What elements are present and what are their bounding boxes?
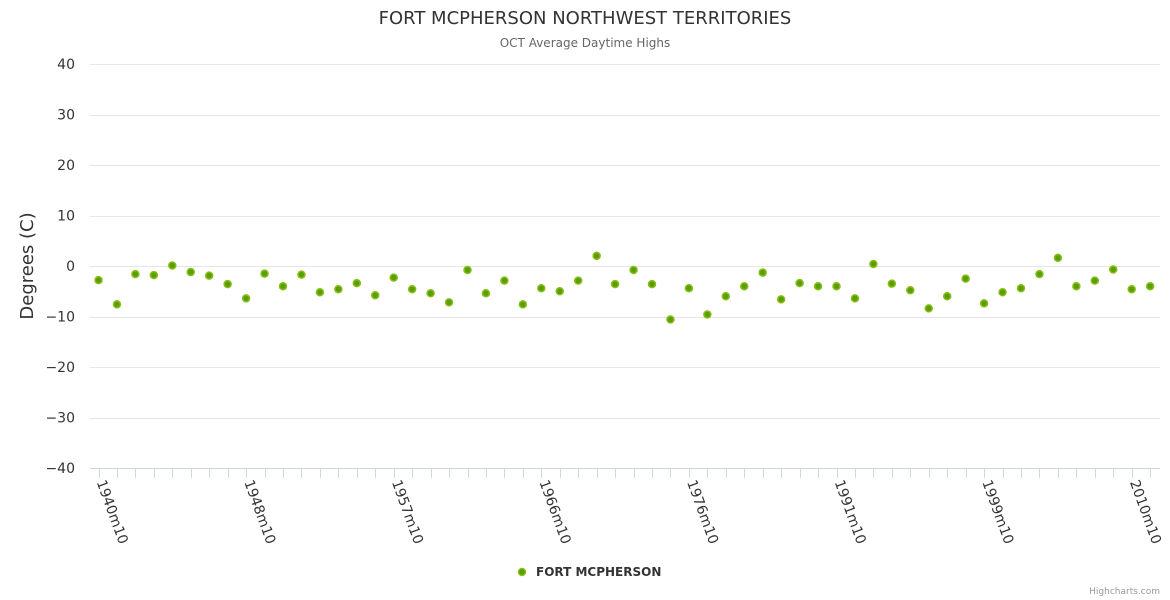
data-point[interactable] <box>241 294 251 303</box>
data-point[interactable] <box>961 274 970 283</box>
data-point[interactable] <box>555 287 564 296</box>
y-axis-label: Degrees (C) <box>17 212 38 319</box>
data-point[interactable] <box>942 292 952 301</box>
chart-subtitle: OCT Average Daytime Highs <box>500 36 671 50</box>
data-point[interactable] <box>610 279 620 289</box>
series-fort-mcpherson[interactable] <box>94 251 1155 324</box>
y-tick-label: 30 <box>57 108 75 124</box>
data-point[interactable] <box>666 315 675 324</box>
data-point[interactable] <box>1145 281 1155 291</box>
x-tick-label: 1999m10 <box>978 478 1016 547</box>
data-point[interactable] <box>1016 283 1026 293</box>
y-tick-label: 0 <box>66 259 75 275</box>
y-axis-tick-labels: 40 30 20 10 0 −10 −20 −30 −40 <box>45 57 75 477</box>
y-tick-label: −40 <box>45 461 75 477</box>
x-tick-label: 1966m10 <box>536 478 574 547</box>
data-point[interactable] <box>924 304 933 313</box>
data-point[interactable] <box>204 271 214 280</box>
data-point[interactable] <box>887 279 897 288</box>
data-point[interactable] <box>906 285 915 295</box>
data-point[interactable] <box>94 275 103 285</box>
data-point[interactable] <box>592 251 601 261</box>
data-point[interactable] <box>573 276 583 285</box>
y-tick-label: 10 <box>57 209 75 225</box>
data-point[interactable] <box>979 299 989 308</box>
data-point[interactable] <box>1053 253 1063 263</box>
data-point[interactable] <box>149 270 159 280</box>
chart-title: FORT MCPHERSON NORTHWEST TERRITORIES <box>379 8 792 29</box>
data-point[interactable] <box>776 295 786 304</box>
x-tick-label: 1940m10 <box>93 478 131 547</box>
x-axis-tick-labels: 1940m10 1948m10 1957m10 1966m10 1976m10 1991m… <box>93 478 1164 547</box>
data-point[interactable] <box>444 298 454 307</box>
data-point[interactable] <box>832 281 841 291</box>
data-point[interactable] <box>168 261 177 270</box>
data-point[interactable] <box>112 300 122 309</box>
data-point[interactable] <box>684 283 694 293</box>
data-point[interactable] <box>426 289 435 298</box>
data-point[interactable] <box>407 284 417 294</box>
data-point[interactable] <box>371 291 380 300</box>
y-tick-label: 20 <box>57 158 75 174</box>
data-point[interactable] <box>481 289 491 298</box>
data-point[interactable] <box>703 310 712 319</box>
data-point[interactable] <box>518 300 528 309</box>
data-point[interactable] <box>537 283 546 293</box>
data-point[interactable] <box>1072 281 1081 291</box>
data-point[interactable] <box>334 284 343 294</box>
data-point[interactable] <box>131 269 140 279</box>
y-tick-label: −30 <box>45 411 75 427</box>
data-point[interactable] <box>500 276 509 285</box>
x-tick-label: 2010m10 <box>1126 478 1164 547</box>
data-point[interactable] <box>186 267 195 277</box>
data-point[interactable] <box>629 265 638 275</box>
data-point[interactable] <box>721 292 731 301</box>
y-gridlines <box>90 64 1160 469</box>
y-tick-label: −20 <box>45 360 75 376</box>
data-point[interactable] <box>1090 276 1100 285</box>
x-tick-label: 1957m10 <box>388 478 426 547</box>
data-point[interactable] <box>1127 284 1136 294</box>
data-point[interactable] <box>315 288 325 297</box>
data-point[interactable] <box>795 278 804 288</box>
x-tick-label: 1976m10 <box>683 478 721 547</box>
data-point[interactable] <box>223 279 232 289</box>
data-point[interactable] <box>758 268 767 277</box>
data-point[interactable] <box>278 281 288 291</box>
y-tick-label: 40 <box>57 57 75 73</box>
data-point[interactable] <box>1109 265 1118 274</box>
data-point[interactable] <box>813 281 823 291</box>
legend[interactable]: FORT MCPHERSON <box>517 565 662 579</box>
x-axis <box>90 468 1160 478</box>
data-point[interactable] <box>850 294 860 303</box>
x-tick-label: 1948m10 <box>240 478 278 547</box>
legend-marker <box>517 567 527 577</box>
data-point[interactable] <box>869 259 878 269</box>
data-point[interactable] <box>998 288 1007 297</box>
data-point[interactable] <box>1035 269 1044 279</box>
data-point[interactable] <box>463 265 472 275</box>
data-point[interactable] <box>740 281 749 291</box>
legend-item-fort-mcpherson[interactable]: FORT MCPHERSON <box>536 565 661 579</box>
x-tick-label: 1991m10 <box>831 478 869 547</box>
data-point[interactable] <box>260 269 269 278</box>
data-point[interactable] <box>297 270 306 279</box>
data-point[interactable] <box>352 278 362 288</box>
credits-link[interactable]: Highcharts.com <box>1089 587 1160 597</box>
data-point[interactable] <box>647 279 657 289</box>
data-point[interactable] <box>389 273 398 282</box>
y-tick-label: −10 <box>45 310 75 326</box>
